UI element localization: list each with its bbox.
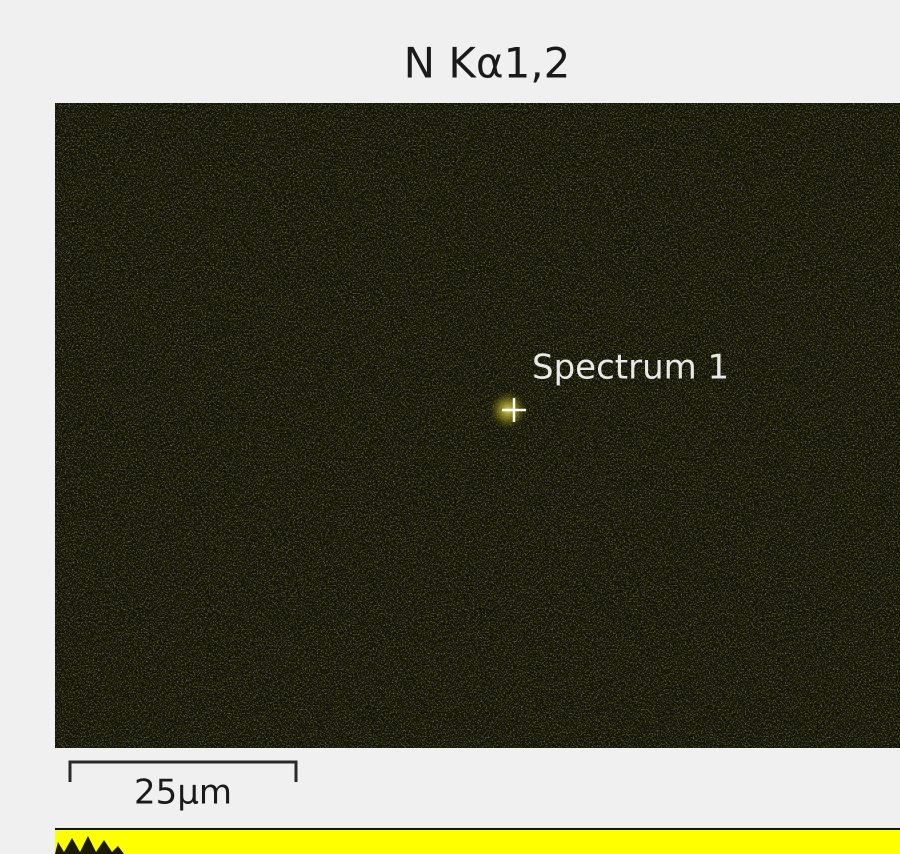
map-title: N Kα1,2 <box>404 39 571 88</box>
color-bar <box>55 828 900 854</box>
map-view: N Kα1,2 Spectrum 1 25µm <box>0 0 900 854</box>
spectrum-label: Spectrum 1 <box>532 348 729 388</box>
page: N Kα1,2 Spectrum 1 25µm (() => { const d… <box>0 0 900 854</box>
map-noise <box>55 103 900 748</box>
scale-bar-label: 25µm <box>134 773 232 813</box>
